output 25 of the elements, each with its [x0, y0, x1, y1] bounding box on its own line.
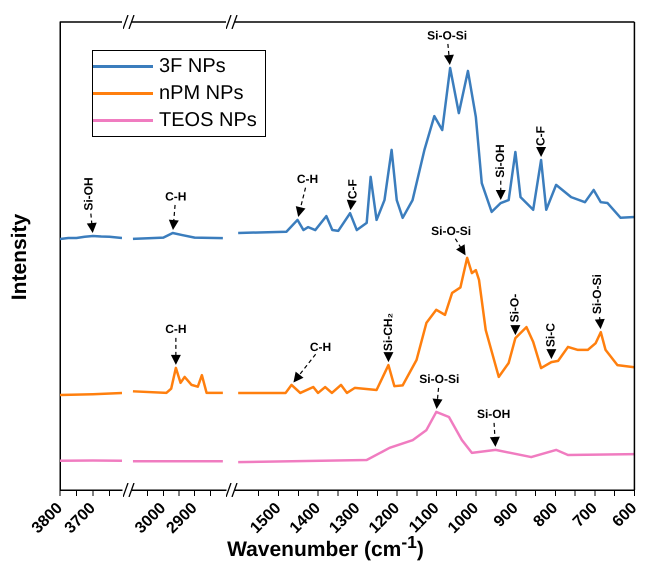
x-tick-label: 700 — [570, 500, 601, 531]
annotation: Si-O-Si — [419, 372, 460, 386]
legend-label: nPM NPs — [159, 82, 244, 105]
annotation: Si-C — [544, 322, 558, 348]
x-tick-label: 800 — [530, 500, 562, 531]
annotation: C-F — [533, 126, 548, 146]
annotation: Si-O-Si — [590, 274, 604, 314]
y-axis-title: Intensity — [8, 212, 32, 302]
x-tick-label: 900 — [490, 500, 522, 531]
annotation: C-H — [296, 172, 318, 186]
legend-label: TEOS NPs — [159, 109, 257, 132]
annotation: Si-OH — [476, 407, 510, 422]
annotation: Si-O- — [508, 294, 522, 322]
legend-label: 3F NPs — [159, 55, 226, 78]
annotation: C-H — [165, 322, 187, 336]
annotation: C-H — [165, 189, 186, 204]
annotation: Si-OH — [493, 144, 508, 178]
annotation: Si-OH — [81, 177, 96, 211]
annotation: C-H — [310, 340, 332, 354]
annotation: Si-O-Si — [427, 28, 468, 42]
annotation: C-F — [345, 179, 360, 200]
x-tick-label: 600 — [609, 500, 640, 531]
annotation: Si-O-Si — [431, 224, 472, 238]
x-axis-title: Wavenumber (cm$^{-1}$) — [227, 532, 424, 561]
annotation: Si-CH₂ — [380, 313, 395, 352]
